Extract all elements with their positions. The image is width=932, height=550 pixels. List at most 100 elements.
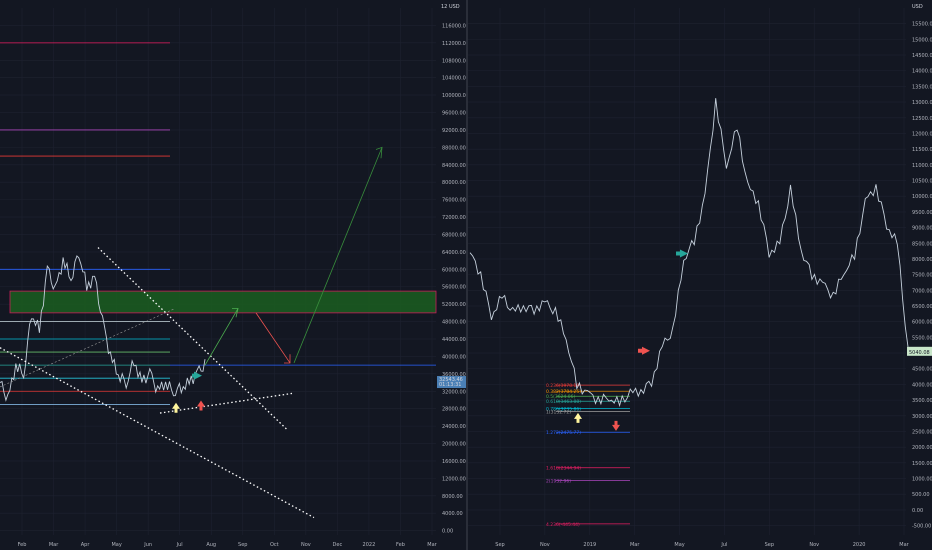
y-tick-label: 6000.00 bbox=[912, 320, 932, 326]
x-tick-label: Mar bbox=[427, 542, 437, 548]
dashed-line bbox=[0, 308, 176, 388]
y-tick-label: 28000.00 bbox=[442, 407, 466, 413]
x-tick-label: Dec bbox=[333, 542, 343, 548]
red-arrow-marker bbox=[197, 400, 205, 411]
unit-label: 12 USD bbox=[441, 4, 460, 10]
x-tick-label: Nov bbox=[540, 542, 550, 548]
y-tick-label: 0.00 bbox=[912, 508, 923, 514]
fib-level-label: 4.236(-445.44) bbox=[546, 522, 580, 528]
y-tick-label: 60000.00 bbox=[442, 267, 466, 273]
y-tick-label: 9000.00 bbox=[912, 226, 932, 232]
y-tick-label: 9500.00 bbox=[912, 210, 932, 216]
x-tick-label: Oct bbox=[270, 542, 279, 548]
y-tick-label: 11000.00 bbox=[912, 163, 932, 169]
fib-level-label: 1.618(2344.94) bbox=[546, 466, 581, 472]
y-tick-label: 1000.00 bbox=[912, 477, 932, 483]
y-tick-label: 108000.00 bbox=[442, 58, 466, 64]
y-tick-label: 6500.00 bbox=[912, 304, 932, 310]
projection-down-line bbox=[255, 312, 291, 364]
y-tick-label: 16000.00 bbox=[442, 459, 466, 465]
y-tick-label: 13000.00 bbox=[912, 100, 932, 106]
x-tick-label: May bbox=[111, 542, 121, 548]
x-tick-label: Sep bbox=[238, 542, 247, 548]
x-tick-label: Jul bbox=[176, 542, 183, 548]
y-tick-label: 84000.00 bbox=[442, 163, 466, 169]
right-price-chart[interactable]: 15500.00 15000.00 14500.00 14000.00 13500.00… bbox=[468, 0, 932, 550]
x-tick-label: 2019 bbox=[583, 542, 596, 548]
y-tick-label: 40000.00 bbox=[442, 354, 466, 360]
x-tick-label: Jun bbox=[143, 542, 152, 548]
x-tick-label: Nov bbox=[301, 542, 311, 548]
price-badge bbox=[907, 346, 932, 356]
price-badge-time: 01:13:31 bbox=[439, 382, 461, 388]
y-tick-label: 10000.00 bbox=[912, 194, 932, 200]
y-tick-label: 3000.00 bbox=[912, 414, 932, 420]
right-chart-panel[interactable]: 15500.00 15000.00 14500.00 14000.00 13500.00… bbox=[466, 0, 932, 550]
projection-arrowhead bbox=[375, 146, 383, 159]
y-tick-label: 10500.00 bbox=[912, 179, 932, 185]
y-tick-label: 4000.00 bbox=[442, 511, 463, 517]
x-tick-label: 2020 bbox=[853, 542, 866, 548]
price-series-line bbox=[0, 255, 206, 402]
fib-level-label: 0.382(3784.25) bbox=[546, 389, 581, 395]
y-tick-label: 14000.00 bbox=[912, 69, 932, 75]
y-tick-label: 64000.00 bbox=[442, 250, 466, 256]
y-tick-label: 96000.00 bbox=[442, 111, 466, 117]
y-tick-label: 76000.00 bbox=[442, 198, 466, 204]
y-tick-label: 15500.00 bbox=[912, 22, 932, 28]
left-chart-panel[interactable]: 116000.00 112000.00 108000.00 104000.00 1000… bbox=[0, 0, 466, 550]
y-tick-label: 11500.00 bbox=[912, 147, 932, 153]
price-series-line bbox=[469, 98, 909, 408]
y-tick-label: 12000.00 bbox=[912, 131, 932, 137]
y-tick-label: 15000.00 bbox=[912, 37, 932, 43]
y-tick-label: 12500.00 bbox=[912, 116, 932, 122]
y-tick-label: 7000.00 bbox=[912, 288, 932, 294]
y-tick-label: 80000.00 bbox=[442, 180, 466, 186]
x-tick-label: Feb bbox=[396, 542, 405, 548]
x-tick-label: Jul bbox=[720, 542, 727, 548]
y-tick-label: 68000.00 bbox=[442, 232, 466, 238]
y-tick-label: 500.00 bbox=[912, 492, 930, 498]
y-tick-label: 56000.00 bbox=[442, 285, 466, 291]
right-arrow-marker bbox=[676, 249, 688, 258]
demand-zone bbox=[9, 290, 437, 314]
y-tick-label: 12000.00 bbox=[442, 476, 466, 482]
y-tick-label: 8000.00 bbox=[442, 494, 463, 500]
fib-level-label: 0.5(3624.06) bbox=[546, 394, 576, 400]
x-tick-label: Mar bbox=[899, 542, 909, 548]
projection-up-line bbox=[204, 308, 239, 366]
y-tick-label: 88000.00 bbox=[442, 145, 466, 151]
y-tick-label: 2500.00 bbox=[912, 429, 932, 435]
price-badge bbox=[437, 376, 466, 389]
yellow-arrow-marker bbox=[574, 412, 582, 423]
price-badge-value: 5040.08 bbox=[909, 350, 930, 356]
price-badge-value: 32543.46 bbox=[439, 377, 463, 383]
red-right-arrow-marker bbox=[638, 346, 650, 355]
y-tick-label: 5500.00 bbox=[912, 335, 932, 341]
y-tick-label: 52000.00 bbox=[442, 302, 466, 308]
y-tick-label: 44000.00 bbox=[442, 337, 466, 343]
fib-level-label: 1.272(2475.77) bbox=[546, 430, 581, 436]
x-tick-label: Feb bbox=[18, 542, 27, 548]
y-tick-label: 48000.00 bbox=[442, 320, 466, 326]
y-tick-label: 1500.00 bbox=[912, 461, 932, 467]
y-tick-label: 36000.00 bbox=[442, 372, 466, 378]
y-tick-label: 4500.00 bbox=[912, 367, 932, 373]
red-down-arrow-marker bbox=[612, 420, 620, 431]
projection-arrowhead bbox=[232, 308, 239, 318]
x-tick-label: Mar bbox=[630, 542, 640, 548]
y-tick-label: 104000.00 bbox=[442, 76, 466, 82]
x-tick-label: 2022 bbox=[363, 542, 376, 548]
y-tick-label: 92000.00 bbox=[442, 128, 466, 134]
x-tick-label: May bbox=[674, 542, 684, 548]
right-arrow-marker bbox=[192, 371, 202, 380]
fib-level-label: 0.236(3978.19) bbox=[546, 383, 581, 389]
y-tick-label: 0.00 bbox=[442, 529, 453, 535]
lower-trendline bbox=[0, 347, 315, 519]
fib-level-label: 0.618(3463.88) bbox=[546, 399, 581, 405]
y-tick-label: 72000.00 bbox=[442, 215, 466, 221]
left-price-chart[interactable]: 116000.00 112000.00 108000.00 104000.00 1000… bbox=[0, 0, 466, 550]
y-tick-label: 14500.00 bbox=[912, 53, 932, 59]
y-tick-label: 24000.00 bbox=[442, 424, 466, 430]
y-tick-label: 3500.00 bbox=[912, 398, 932, 404]
